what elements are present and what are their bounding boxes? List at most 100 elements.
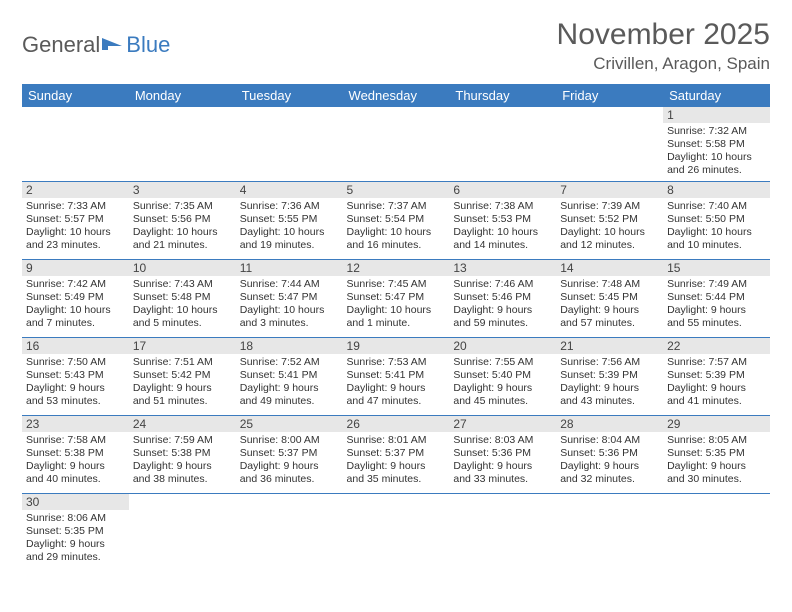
- day-line: Sunrise: 7:58 AM: [26, 434, 125, 447]
- day-body: Sunrise: 7:44 AMSunset: 5:47 PMDaylight:…: [236, 276, 343, 334]
- day-number: 12: [343, 260, 450, 276]
- day-line: and 30 minutes.: [667, 473, 766, 486]
- day-number: 10: [129, 260, 236, 276]
- col-thursday: Thursday: [449, 84, 556, 107]
- day-number: 24: [129, 416, 236, 432]
- day-line: and 7 minutes.: [26, 317, 125, 330]
- calendar-cell: 9Sunrise: 7:42 AMSunset: 5:49 PMDaylight…: [22, 259, 129, 337]
- day-line: Sunrise: 7:37 AM: [347, 200, 446, 213]
- day-line: Daylight: 9 hours: [453, 304, 552, 317]
- calendar-cell: 5Sunrise: 7:37 AMSunset: 5:54 PMDaylight…: [343, 181, 450, 259]
- calendar-cell: 7Sunrise: 7:39 AMSunset: 5:52 PMDaylight…: [556, 181, 663, 259]
- calendar-cell: 2Sunrise: 7:33 AMSunset: 5:57 PMDaylight…: [22, 181, 129, 259]
- col-saturday: Saturday: [663, 84, 770, 107]
- calendar-cell: 16Sunrise: 7:50 AMSunset: 5:43 PMDayligh…: [22, 337, 129, 415]
- calendar-cell: 28Sunrise: 8:04 AMSunset: 5:36 PMDayligh…: [556, 415, 663, 493]
- day-line: Sunrise: 7:52 AM: [240, 356, 339, 369]
- day-line: Daylight: 9 hours: [26, 382, 125, 395]
- day-line: Sunset: 5:53 PM: [453, 213, 552, 226]
- day-number: 29: [663, 416, 770, 432]
- calendar-cell: [129, 493, 236, 571]
- day-number: 22: [663, 338, 770, 354]
- day-line: Sunrise: 8:00 AM: [240, 434, 339, 447]
- day-line: Sunrise: 7:33 AM: [26, 200, 125, 213]
- day-line: Sunrise: 7:53 AM: [347, 356, 446, 369]
- col-friday: Friday: [556, 84, 663, 107]
- day-line: Daylight: 9 hours: [560, 460, 659, 473]
- calendar-cell: 3Sunrise: 7:35 AMSunset: 5:56 PMDaylight…: [129, 181, 236, 259]
- day-line: Sunrise: 7:38 AM: [453, 200, 552, 213]
- day-number: 25: [236, 416, 343, 432]
- day-body: Sunrise: 7:38 AMSunset: 5:53 PMDaylight:…: [449, 198, 556, 256]
- day-number: 11: [236, 260, 343, 276]
- day-body: Sunrise: 7:45 AMSunset: 5:47 PMDaylight:…: [343, 276, 450, 334]
- calendar-cell: 11Sunrise: 7:44 AMSunset: 5:47 PMDayligh…: [236, 259, 343, 337]
- day-line: and 41 minutes.: [667, 395, 766, 408]
- day-line: Sunrise: 7:49 AM: [667, 278, 766, 291]
- day-line: Daylight: 10 hours: [240, 304, 339, 317]
- day-line: Sunset: 5:36 PM: [560, 447, 659, 460]
- day-line: Sunrise: 7:57 AM: [667, 356, 766, 369]
- day-line: and 23 minutes.: [26, 239, 125, 252]
- day-line: and 43 minutes.: [560, 395, 659, 408]
- day-line: Sunrise: 7:35 AM: [133, 200, 232, 213]
- day-line: Sunset: 5:39 PM: [560, 369, 659, 382]
- day-line: Sunset: 5:47 PM: [240, 291, 339, 304]
- day-line: and 49 minutes.: [240, 395, 339, 408]
- day-number: 17: [129, 338, 236, 354]
- calendar-cell: 25Sunrise: 8:00 AMSunset: 5:37 PMDayligh…: [236, 415, 343, 493]
- day-line: Daylight: 9 hours: [667, 460, 766, 473]
- calendar-cell: 15Sunrise: 7:49 AMSunset: 5:44 PMDayligh…: [663, 259, 770, 337]
- day-line: Daylight: 10 hours: [347, 226, 446, 239]
- day-line: and 40 minutes.: [26, 473, 125, 486]
- day-line: Daylight: 9 hours: [347, 460, 446, 473]
- logo-text-2: Blue: [126, 32, 170, 58]
- calendar-row: 1Sunrise: 7:32 AMSunset: 5:58 PMDaylight…: [22, 107, 770, 181]
- day-line: Sunset: 5:40 PM: [453, 369, 552, 382]
- day-line: Sunset: 5:38 PM: [26, 447, 125, 460]
- calendar-cell: 4Sunrise: 7:36 AMSunset: 5:55 PMDaylight…: [236, 181, 343, 259]
- day-line: and 33 minutes.: [453, 473, 552, 486]
- calendar-cell: 24Sunrise: 7:59 AMSunset: 5:38 PMDayligh…: [129, 415, 236, 493]
- day-number: 21: [556, 338, 663, 354]
- day-line: Sunset: 5:41 PM: [347, 369, 446, 382]
- calendar-cell: 27Sunrise: 8:03 AMSunset: 5:36 PMDayligh…: [449, 415, 556, 493]
- col-wednesday: Wednesday: [343, 84, 450, 107]
- day-line: and 16 minutes.: [347, 239, 446, 252]
- day-line: and 51 minutes.: [133, 395, 232, 408]
- day-body: Sunrise: 8:05 AMSunset: 5:35 PMDaylight:…: [663, 432, 770, 490]
- calendar-cell: [129, 107, 236, 181]
- day-line: Sunset: 5:37 PM: [240, 447, 339, 460]
- day-body: Sunrise: 7:49 AMSunset: 5:44 PMDaylight:…: [663, 276, 770, 334]
- day-body: Sunrise: 8:01 AMSunset: 5:37 PMDaylight:…: [343, 432, 450, 490]
- day-line: Sunrise: 8:06 AM: [26, 512, 125, 525]
- day-line: Sunset: 5:55 PM: [240, 213, 339, 226]
- day-line: Sunset: 5:48 PM: [133, 291, 232, 304]
- day-line: Sunrise: 7:59 AM: [133, 434, 232, 447]
- day-line: Sunrise: 7:36 AM: [240, 200, 339, 213]
- day-line: Daylight: 9 hours: [560, 382, 659, 395]
- day-line: and 47 minutes.: [347, 395, 446, 408]
- day-number: 7: [556, 182, 663, 198]
- day-line: Daylight: 9 hours: [26, 460, 125, 473]
- calendar-cell: 26Sunrise: 8:01 AMSunset: 5:37 PMDayligh…: [343, 415, 450, 493]
- day-number: 2: [22, 182, 129, 198]
- day-number: 23: [22, 416, 129, 432]
- day-line: Daylight: 10 hours: [667, 226, 766, 239]
- day-line: Sunrise: 7:32 AM: [667, 125, 766, 138]
- day-body: Sunrise: 8:03 AMSunset: 5:36 PMDaylight:…: [449, 432, 556, 490]
- day-body: Sunrise: 7:50 AMSunset: 5:43 PMDaylight:…: [22, 354, 129, 412]
- calendar-cell: 6Sunrise: 7:38 AMSunset: 5:53 PMDaylight…: [449, 181, 556, 259]
- day-line: and 45 minutes.: [453, 395, 552, 408]
- day-body: Sunrise: 7:33 AMSunset: 5:57 PMDaylight:…: [22, 198, 129, 256]
- day-number: 4: [236, 182, 343, 198]
- day-body: Sunrise: 7:52 AMSunset: 5:41 PMDaylight:…: [236, 354, 343, 412]
- day-line: Sunrise: 7:46 AM: [453, 278, 552, 291]
- day-number: 16: [22, 338, 129, 354]
- day-line: Sunrise: 7:43 AM: [133, 278, 232, 291]
- day-line: Sunrise: 7:40 AM: [667, 200, 766, 213]
- day-line: Sunset: 5:46 PM: [453, 291, 552, 304]
- day-line: Sunset: 5:41 PM: [240, 369, 339, 382]
- calendar-cell: 18Sunrise: 7:52 AMSunset: 5:41 PMDayligh…: [236, 337, 343, 415]
- day-line: Sunrise: 8:03 AM: [453, 434, 552, 447]
